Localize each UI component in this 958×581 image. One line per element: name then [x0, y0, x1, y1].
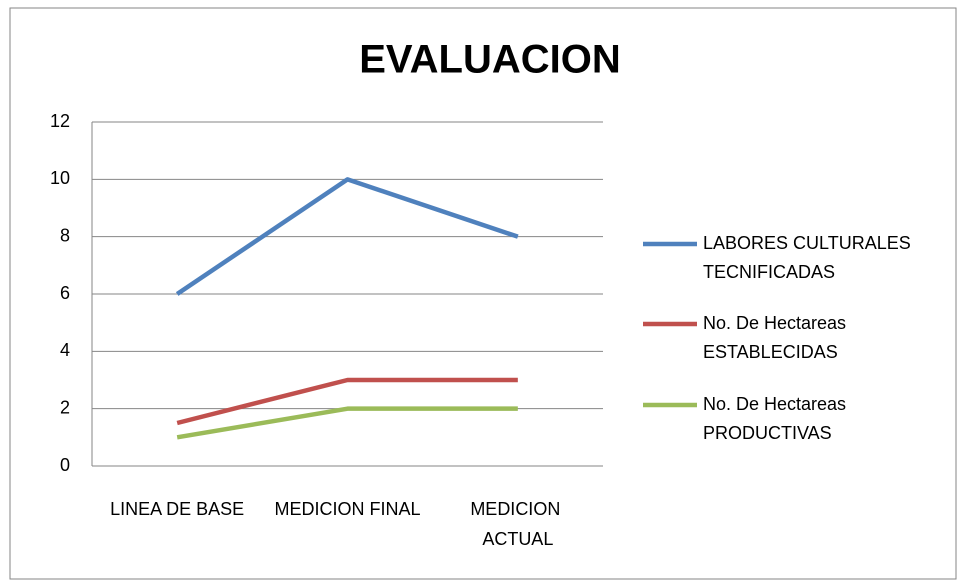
series-line	[176, 406, 518, 440]
y-tick-label: 6	[60, 283, 70, 303]
legend-label: No. De Hectareas PRODUCTIVAS	[703, 394, 851, 443]
series-line	[175, 177, 519, 296]
y-tick-label: 2	[60, 397, 70, 417]
series-line	[176, 377, 518, 426]
y-tick-label: 12	[50, 111, 70, 131]
x-tick-label: MEDICION ACTUAL	[470, 499, 565, 549]
chart-title: EVALUACION	[359, 38, 620, 82]
y-tick-label: 4	[60, 340, 70, 360]
legend-label: LABORES CULTURALES TECNIFICADAS	[703, 233, 916, 282]
x-tick-label: MEDICION FINAL	[274, 499, 420, 519]
x-tick-label: LINEA DE BASE	[110, 499, 244, 519]
legend-label: No. De Hectareas ESTABLECIDAS	[703, 313, 851, 362]
y-tick-label: 8	[60, 225, 70, 245]
y-tick-label: 0	[60, 455, 70, 475]
y-tick-label: 10	[50, 168, 70, 188]
